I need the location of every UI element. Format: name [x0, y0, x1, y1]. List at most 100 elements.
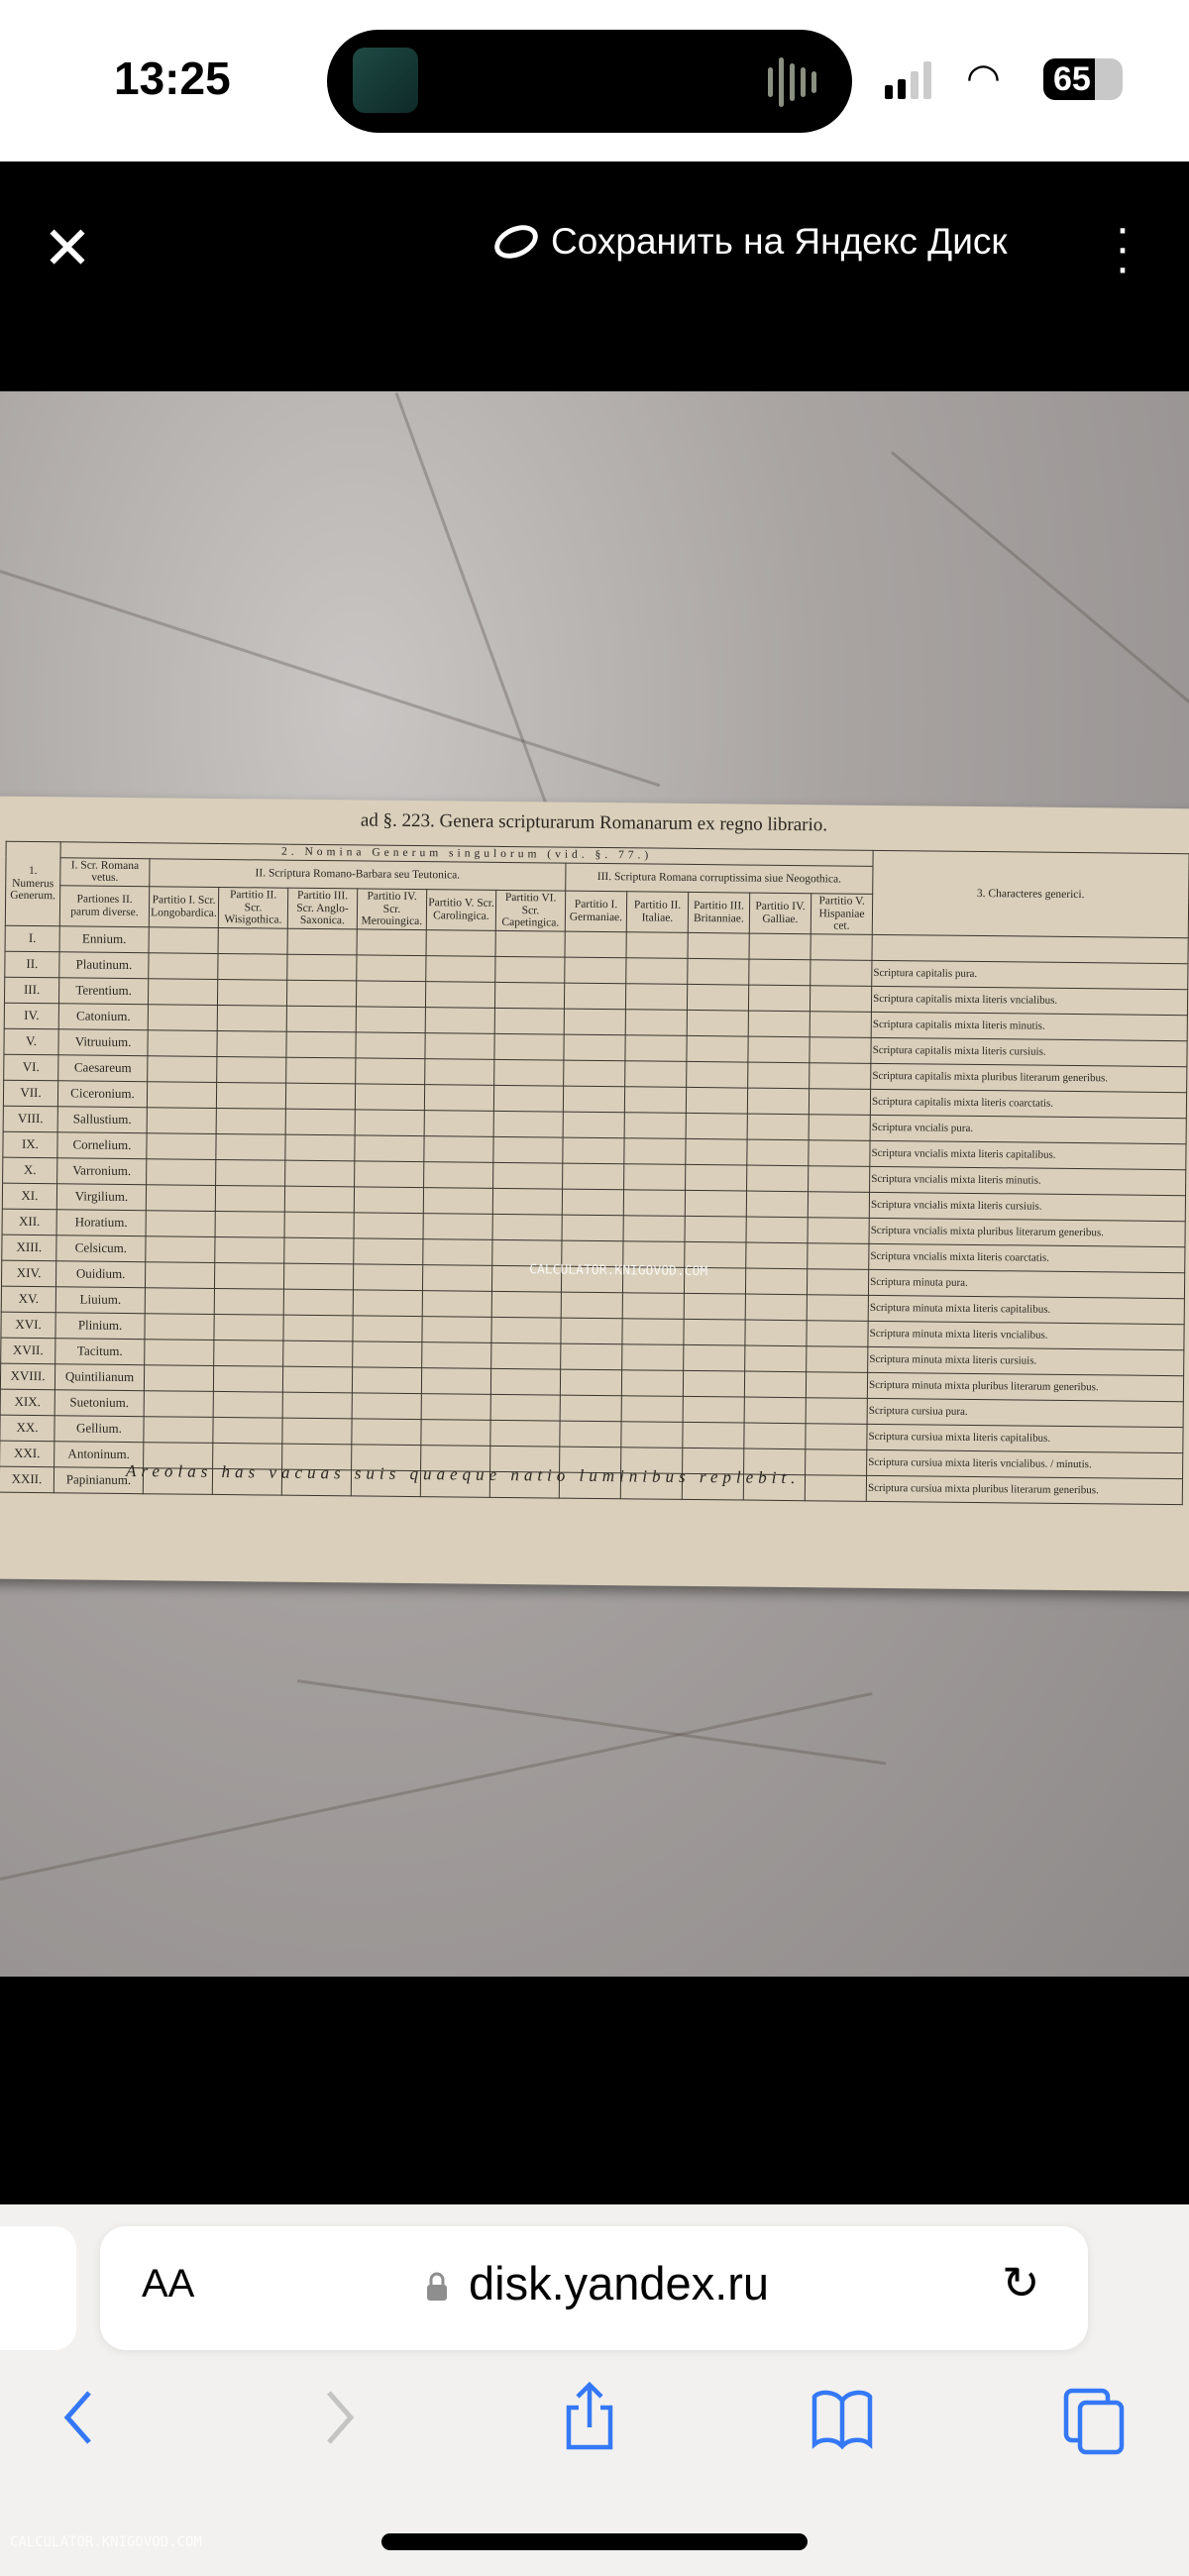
empty-cell: [282, 1366, 353, 1393]
text-size-button[interactable]: AA: [142, 2262, 195, 2306]
empty-cell: [560, 1368, 622, 1396]
url-text: disk.yandex.ru: [469, 2257, 770, 2309]
row-name: Ouidium.: [55, 1260, 146, 1288]
empty-cell: [352, 1392, 422, 1420]
empty-cell: [746, 1164, 809, 1192]
empty-cell: [744, 1370, 807, 1398]
col-II-partitio-3: Partitio III. Scr. Anglo-Saxonica.: [287, 888, 358, 929]
empty-cell: [621, 1343, 684, 1371]
empty-cell: [218, 927, 288, 955]
battery-icon: 65: [1043, 58, 1123, 100]
battery-level: 65: [1053, 60, 1091, 98]
row-characteres: [872, 934, 1189, 964]
address-bar[interactable]: AA disk.yandex.ru ↻: [100, 2226, 1088, 2350]
row-number: IX.: [2, 1131, 58, 1158]
browser-bar: AA disk.yandex.ru ↻: [0, 2204, 1189, 2576]
empty-cell: [685, 1138, 748, 1165]
empty-cell: [143, 1416, 214, 1444]
empty-cell: [423, 1187, 493, 1215]
row-name: Ennium.: [59, 925, 150, 953]
empty-cell: [565, 930, 627, 958]
empty-cell: [356, 980, 426, 1008]
row-number: XVII.: [0, 1338, 55, 1364]
col-number-header: 1. Numerus Generum.: [5, 841, 61, 926]
empty-cell: [805, 1423, 868, 1450]
row-name: Virgilium.: [56, 1183, 147, 1211]
empty-cell: [492, 1136, 564, 1163]
empty-cell: [621, 1318, 685, 1345]
empty-cell: [687, 958, 749, 985]
forward-icon[interactable]: [294, 2373, 383, 2462]
previous-tab[interactable]: [0, 2226, 76, 2350]
empty-cell: [625, 957, 688, 985]
row-number: XXII.: [0, 1466, 54, 1493]
empty-cell: [745, 1216, 809, 1243]
empty-cell: [625, 1009, 688, 1036]
col-III-partitio-4: Partitio IV. Galliae.: [749, 892, 811, 934]
empty-cell: [357, 928, 427, 956]
back-icon[interactable]: [35, 2373, 124, 2462]
tabs-icon[interactable]: [1050, 2373, 1139, 2462]
document-title: ad §. 223. Genera scripturarum Romanarum…: [360, 809, 828, 836]
empty-cell: [563, 1111, 625, 1138]
empty-cell: [354, 1212, 424, 1239]
empty-cell: [686, 1035, 749, 1062]
empty-cell: [422, 1264, 492, 1292]
empty-cell: [748, 1010, 811, 1037]
row-number: XX.: [0, 1415, 55, 1442]
empty-cell: [145, 1235, 216, 1263]
empty-cell: [421, 1393, 491, 1421]
empty-cell: [620, 1421, 684, 1449]
empty-cell: [809, 1114, 871, 1141]
empty-cell: [686, 1087, 748, 1114]
empty-cell: [146, 1184, 216, 1212]
empty-cell: [144, 1313, 215, 1341]
empty-cell: [421, 1316, 492, 1343]
reload-icon[interactable]: ↻: [1002, 2257, 1040, 2308]
empty-cell: [356, 1006, 426, 1033]
row-characteres: Scriptura vncialis mixta literis capital…: [869, 1140, 1187, 1170]
empty-cell: [493, 1059, 564, 1086]
row-number: XIII.: [1, 1234, 57, 1261]
save-to-yandex-disk-button[interactable]: Сохранить на Яндекс Диск: [488, 218, 1008, 266]
share-icon[interactable]: [545, 2373, 634, 2462]
row-name: Catonium.: [58, 1003, 149, 1030]
empty-cell: [562, 1136, 625, 1164]
row-number: VI.: [3, 1054, 58, 1081]
empty-cell: [560, 1342, 622, 1370]
empty-cell: [423, 1161, 493, 1189]
bookmarks-icon[interactable]: [798, 2373, 887, 2462]
empty-cell: [806, 1345, 868, 1373]
empty-cell: [623, 1163, 686, 1191]
empty-cell: [493, 1085, 564, 1112]
empty-cell: [748, 958, 811, 986]
dynamic-island[interactable]: [327, 30, 852, 133]
empty-cell: [354, 1186, 424, 1214]
row-number: VII.: [3, 1080, 58, 1107]
more-vertical-icon[interactable]: · · ·: [1115, 202, 1131, 294]
row-characteres: Scriptura capitalis mixta literis vncial…: [871, 986, 1188, 1016]
document-page: ad §. 223. Genera scripturarum Romanarum…: [0, 796, 1189, 1592]
empty-cell: [491, 1291, 562, 1318]
empty-cell: [215, 1185, 285, 1213]
empty-cell: [624, 1086, 687, 1114]
empty-cell: [423, 1213, 493, 1240]
empty-cell: [422, 1290, 492, 1318]
row-number: XV.: [1, 1286, 56, 1313]
empty-cell: [148, 1004, 218, 1031]
home-indicator[interactable]: [381, 2533, 808, 2550]
row-characteres: Scriptura vncialis mixta literis coarcta…: [868, 1243, 1185, 1273]
empty-cell: [147, 1107, 217, 1134]
close-icon[interactable]: ✕: [42, 215, 93, 281]
empty-cell: [489, 1420, 561, 1447]
row-name: Plautinum.: [58, 951, 150, 979]
empty-cell: [623, 1215, 686, 1242]
empty-cell: [621, 1395, 684, 1423]
empty-cell: [806, 1320, 869, 1347]
empty-cell: [213, 1314, 284, 1342]
row-characteres: Scriptura capitalis mixta pluribus liter…: [870, 1063, 1187, 1093]
empty-cell: [147, 1029, 218, 1057]
row-characteres: Scriptura capitalis pura.: [871, 960, 1188, 990]
empty-cell: [564, 1008, 626, 1035]
empty-cell: [215, 1211, 285, 1238]
